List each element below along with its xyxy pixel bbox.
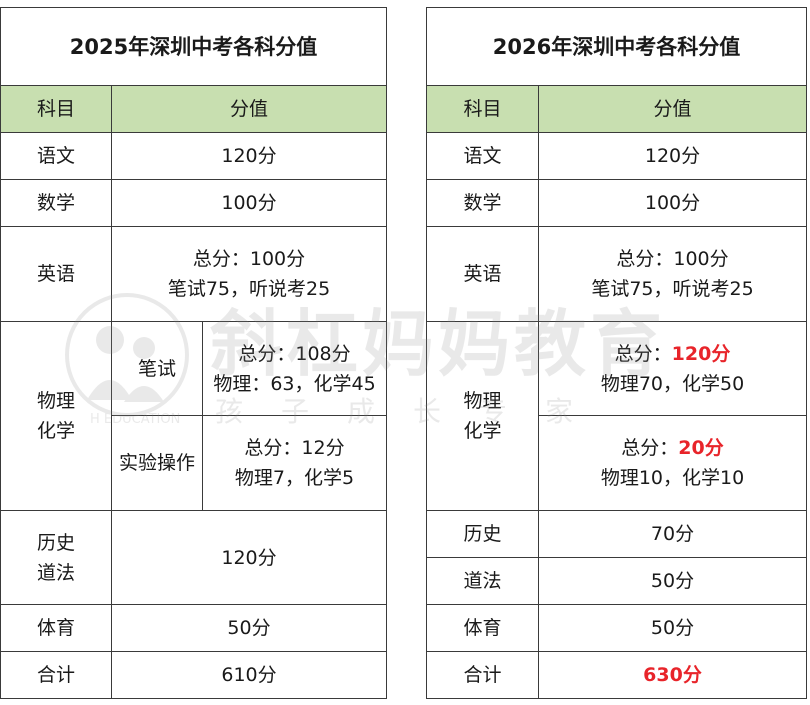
written-total-prefix: 总分： [614, 342, 672, 365]
score-law: 50分 [537, 557, 808, 605]
score-written: 总分：120分 物理70，化学50 [537, 321, 808, 416]
subject-physchem: 物理 化学 [426, 321, 539, 511]
law-label: 道法 [36, 561, 75, 584]
score-history: 70分 [537, 510, 808, 558]
subject-physchem: 物理 化学 [0, 321, 112, 511]
chemistry-label: 化学 [36, 420, 75, 442]
history-label: 历史 [36, 531, 75, 554]
written-total: 总分：120分 [539, 339, 806, 369]
score-chinese: 120分 [537, 132, 808, 180]
lab-breakdown: 物理10，化学10 [600, 467, 745, 489]
english-total: 总分：100分 [616, 248, 729, 270]
lab-total-value: 20分 [678, 437, 724, 459]
english-total: 总分：100分 [192, 248, 306, 270]
written-label: 笔试 [111, 321, 203, 416]
lab-total-prefix: 总分： [621, 437, 679, 459]
score-math: 100分 [110, 179, 388, 227]
subject-histlaw: 历史 道法 [0, 510, 112, 605]
written-total: 总分：108分 [238, 342, 351, 365]
english-breakdown: 笔试75，听说考25 [167, 278, 331, 300]
subject-pe: 体育 [0, 604, 112, 652]
score-total: 610分 [110, 651, 388, 699]
score-histlaw: 120分 [110, 510, 388, 605]
table-2025: 2025年深圳中考各科分值 科目 分值 语文 120分 数学 100分 英语 总… [0, 7, 388, 699]
subject-math: 数学 [0, 179, 112, 227]
subject-pe: 体育 [426, 604, 539, 652]
lab-total: 总分：12分 [244, 437, 345, 459]
header-subject: 科目 [426, 85, 539, 133]
subject-law: 道法 [426, 557, 539, 605]
subject-total: 合计 [426, 651, 539, 699]
score-total: 630分 [537, 651, 808, 699]
subject-chinese: 语文 [0, 132, 112, 180]
score-math: 100分 [537, 179, 808, 227]
subject-math: 数学 [426, 179, 539, 227]
written-total-value: 120分 [671, 342, 731, 365]
header-score: 分值 [537, 85, 808, 133]
score-chinese: 120分 [110, 132, 388, 180]
score-pe: 50分 [537, 604, 808, 652]
subject-chinese: 语文 [426, 132, 539, 180]
subject-total: 合计 [0, 651, 112, 699]
physics-label: 物理 [463, 390, 502, 412]
chemistry-label: 化学 [463, 420, 502, 442]
score-english: 总分：100分 笔试75，听说考25 [110, 226, 388, 322]
table-title-2026: 2026年深圳中考各科分值 [425, 7, 808, 86]
lab-breakdown: 物理7，化学5 [234, 467, 355, 489]
lab-label: 实验操作 [111, 415, 203, 511]
subject-history: 历史 [426, 510, 539, 558]
table-2026: 2026年深圳中考各科分值 科目 分值 语文 120分 数学 100分 英语 总… [425, 7, 808, 699]
english-breakdown: 笔试75，听说考25 [591, 278, 754, 300]
table-title-2025: 2025年深圳中考各科分值 [0, 7, 388, 86]
physics-label: 物理 [36, 390, 75, 412]
lab-total: 总分：20分 [539, 433, 806, 463]
header-subject: 科目 [0, 85, 112, 133]
score-english: 总分：100分 笔试75，听说考25 [537, 226, 808, 322]
subject-english: 英语 [0, 226, 112, 322]
written-breakdown: 物理：63，化学45 [213, 372, 376, 395]
score-lab: 总分：20分 物理10，化学10 [537, 415, 808, 511]
written-breakdown: 物理70，化学50 [600, 372, 745, 395]
header-score: 分值 [110, 85, 388, 133]
score-written: 总分：108分 物理：63，化学45 [201, 321, 388, 416]
score-pe: 50分 [110, 604, 388, 652]
subject-english: 英语 [426, 226, 539, 322]
score-lab: 总分：12分 物理7，化学5 [201, 415, 388, 511]
